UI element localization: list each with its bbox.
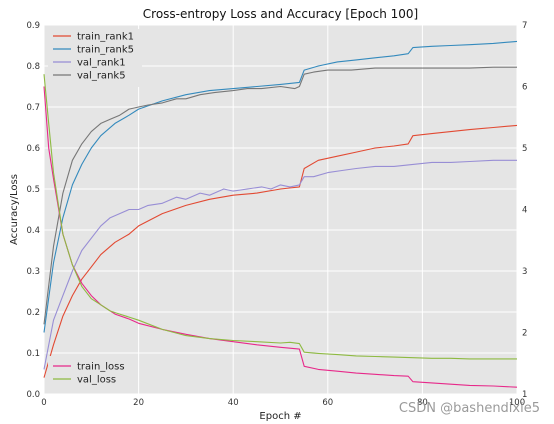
- x-ticks: 0 20 40 60 80 100: [41, 398, 525, 408]
- legend-top-label-val_rank1: val_rank1: [77, 58, 126, 69]
- y-tick-right-label-6: 7: [522, 21, 527, 31]
- y-tick-left-label-7: 0.7: [26, 103, 40, 113]
- y-axis-label-left: Accuracy/Loss: [9, 174, 20, 245]
- legend-bottom-label-train_loss: train_loss: [77, 362, 125, 373]
- y-tick-right-label-5: 6: [522, 83, 527, 93]
- x-axis-label: Epoch #: [259, 411, 301, 422]
- legend-top-label-train_rank1: train_rank1: [77, 32, 134, 43]
- y-tick-left-label-4: 0.4: [26, 226, 40, 236]
- legend-bottom-label-val_loss: val_loss: [77, 375, 116, 386]
- y-tick-left-label-1: 0.1: [26, 349, 40, 359]
- y-tick-left-label-5: 0.5: [26, 185, 40, 195]
- y-tick-right-label-0: 1: [522, 390, 527, 400]
- y-tick-left-label-8: 0.8: [26, 62, 40, 72]
- series-line-val_rank5: [43, 66, 517, 325]
- y-tick-left-label-9: 0.9: [26, 21, 40, 31]
- y-tick-right-label-4: 5: [522, 144, 527, 154]
- y-tick-left-label-0: 0.0: [26, 390, 40, 400]
- y-tick-left-label-6: 0.6: [26, 144, 40, 154]
- x-tick-label-3: 60: [322, 398, 333, 408]
- x-tick-label-5: 100: [509, 398, 525, 408]
- x-tick-label-4: 80: [417, 398, 428, 408]
- x-tick-label-2: 40: [228, 398, 239, 408]
- legend-top-label-train_rank5: train_rank5: [77, 45, 134, 56]
- series-line-val_loss: [43, 74, 517, 360]
- y-tick-left-label-3: 0.3: [26, 267, 40, 277]
- legend-top: train_rank1 train_rank5 val_rank1 val_rank5: [48, 29, 142, 87]
- legend-top-box: [48, 29, 142, 87]
- grid: [43, 24, 518, 395]
- series-line-train_rank1: [43, 124, 518, 378]
- legend-bottom: train_loss val_loss: [48, 356, 126, 389]
- y-tick-left-label-2: 0.2: [26, 308, 40, 318]
- series-line-train_loss: [43, 86, 518, 388]
- x-tick-label-1: 20: [133, 398, 144, 408]
- y-tick-right-label-1: 2: [522, 329, 527, 339]
- legend-top-label-val_rank5: val_rank5: [77, 71, 126, 82]
- y-tick-right-label-2: 3: [522, 267, 527, 277]
- x-tick-label-0: 0: [41, 398, 46, 408]
- chart-title: Cross-entropy Loss and Accuracy [Epoch 1…: [143, 7, 418, 21]
- y-ticks-left: 0.0 0.1 0.2 0.3 0.4 0.5 0.6 0.7 0.8 0.9: [26, 21, 40, 400]
- series-line-val_rank1: [43, 159, 517, 370]
- series-line-train_rank5: [43, 40, 518, 333]
- y-ticks-right: 1 2 3 4 5 6 7: [522, 21, 527, 400]
- series-lines: [43, 40, 518, 388]
- watermark: CSDN @bashendixie5: [399, 401, 540, 416]
- legend-bottom-box: [48, 356, 126, 389]
- y-tick-right-label-3: 4: [522, 206, 527, 216]
